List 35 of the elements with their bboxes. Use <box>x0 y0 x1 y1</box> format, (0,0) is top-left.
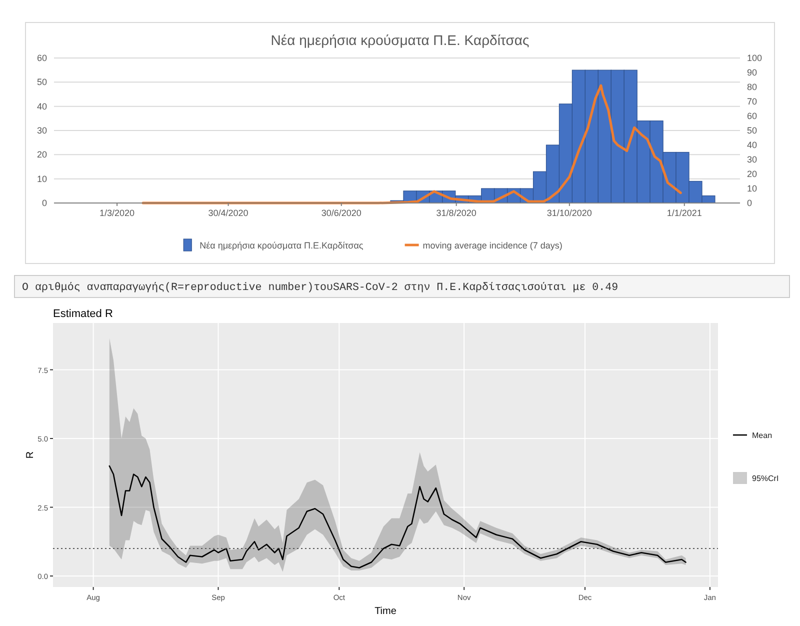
y2-tick-label: 60 <box>747 111 758 121</box>
x-tick-label: 31/8/2020 <box>436 208 476 218</box>
x-tick-label: 1/1/2021 <box>666 208 702 218</box>
y-tick-label: 60 <box>36 53 47 63</box>
y-tick-label: 10 <box>36 174 47 184</box>
y2-tick-label: 100 <box>747 53 762 63</box>
chart-title: Estimated R <box>53 308 113 320</box>
y-tick-label: 40 <box>36 101 47 112</box>
y2-tick-label: 40 <box>747 140 758 150</box>
y-tick-label: 50 <box>36 77 47 88</box>
text: 95%CrI <box>752 474 779 483</box>
legend-label: moving average incidence (7 days) <box>422 240 562 250</box>
y2-tick-label: 20 <box>747 169 758 179</box>
chart-title: Νέα ημερήσια κρούσματα Π.Ε. Καρδίτσας <box>270 32 530 48</box>
y-axis-title: R <box>25 451 36 459</box>
y2-tick-label: 90 <box>747 68 758 78</box>
line-series <box>142 84 682 204</box>
line-series <box>108 465 686 568</box>
x-axis-title: Time <box>374 606 397 617</box>
legend-label: Mean <box>752 431 772 440</box>
x-tick-label: 31/10/2020 <box>546 208 592 218</box>
y2-tick-label: 30 <box>747 154 758 164</box>
y2-tick-label: 70 <box>747 96 758 106</box>
x-tick-label: 30/4/2020 <box>208 208 248 218</box>
y2-tick-label: 50 <box>747 126 758 136</box>
y2-tick-label: 80 <box>747 82 758 92</box>
legend-label: Νέα ημερήσια κρούσματα Π.Ε.Καρδίτσας <box>200 240 364 250</box>
y2-tick-label: 10 <box>747 184 758 194</box>
text: Ο αριθμός αναπαραγωγής(R=reproductive number)τουSARS-CoV-2 στην Π.Ε.Καρδίτσαςισούται με 0.49 <box>22 281 618 294</box>
y-tick-label: 0 <box>42 198 47 208</box>
y-tick-label: 30 <box>36 126 47 136</box>
x-tick-label: 30/6/2020 <box>321 208 362 218</box>
x-tick-label: 1/3/2020 <box>100 208 135 218</box>
y-tick-label: 20 <box>36 150 47 160</box>
y2-tick-label: 0 <box>747 198 752 208</box>
